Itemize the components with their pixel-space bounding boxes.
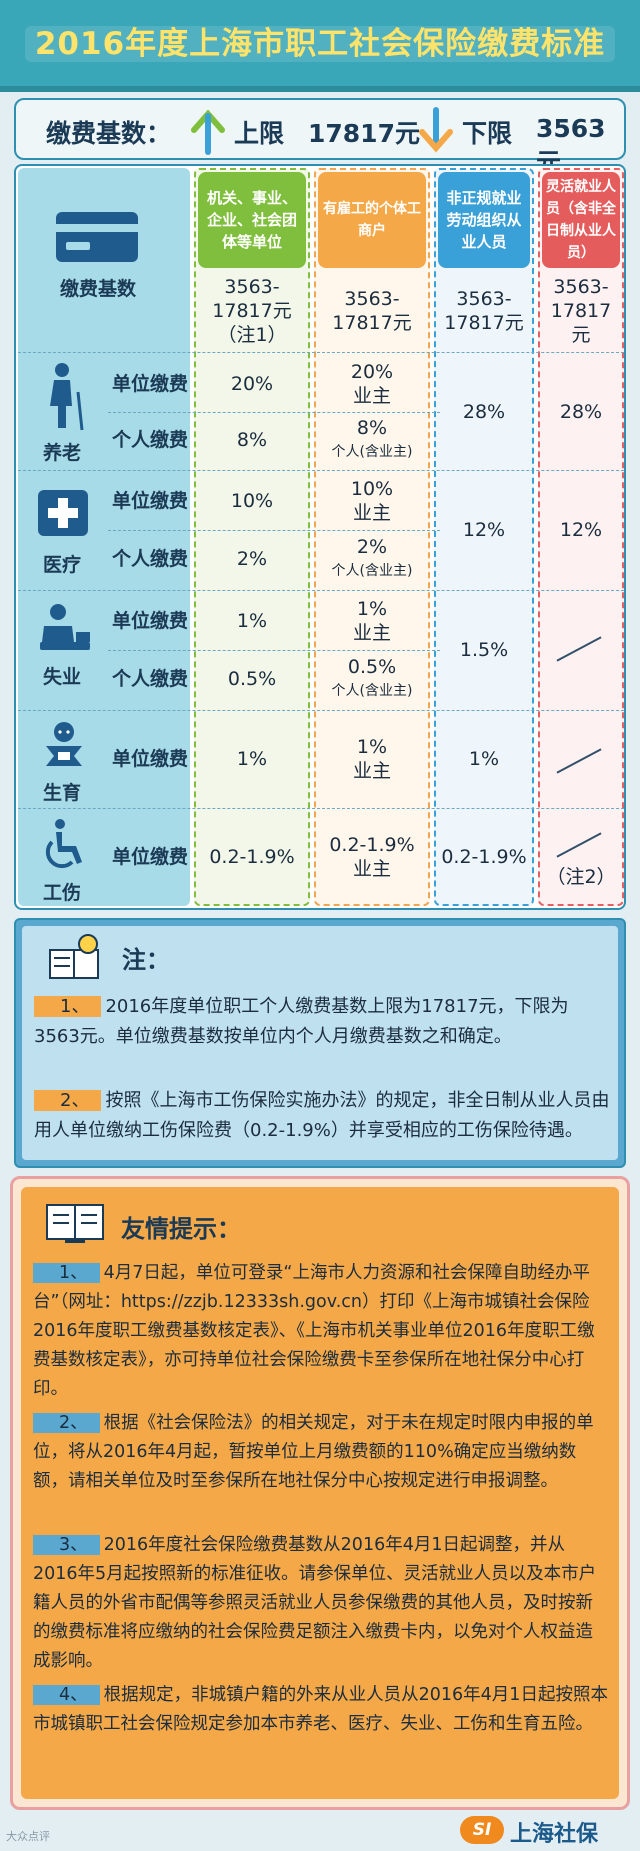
divider xyxy=(18,352,624,353)
divider xyxy=(18,808,624,809)
maternity-label: 生育 xyxy=(42,782,81,804)
unemployment-unit-label: 单位缴费 xyxy=(112,610,189,632)
unemployment-label: 失业 xyxy=(42,666,81,688)
column-informal xyxy=(434,168,534,906)
pension-informal: 28% xyxy=(462,401,506,423)
tip-item-1: 1、 4月7日起，单位可登录“上海市人力资源和社会保障自助经办平台”（网址：htt… xyxy=(33,1263,595,1399)
base-institutions: 3563-17817元（注1） xyxy=(212,276,292,346)
header-institutions: 机关、事业、企业、社会团体等单位 xyxy=(198,172,306,268)
base-self-employed: 3563-17817元 xyxy=(332,288,412,334)
tip-item-4: 4、 根据规定，非城镇户籍的外来从业人员从2016年4月1日起按照本市城镇职工社会… xyxy=(33,1685,608,1734)
si-logo-icon: SI xyxy=(460,1816,504,1844)
injury-unit-label: 单位缴费 xyxy=(112,846,189,868)
header-flexible: 灵活就业人员（含非全日制从业人员） xyxy=(542,172,620,268)
divider xyxy=(18,470,624,471)
pension-unit-label: 单位缴费 xyxy=(112,373,189,395)
maternity-unit-institutions: 1% xyxy=(236,748,268,770)
column-institutions xyxy=(194,168,310,906)
baby-icon xyxy=(46,722,82,766)
injury-label: 工伤 xyxy=(42,882,81,904)
divider xyxy=(18,710,624,711)
footer: 大众点评 SI 上海社保 xyxy=(0,1812,640,1851)
divider xyxy=(108,650,440,651)
injury-informal: 0.2-1.9% xyxy=(441,846,527,868)
upper-limit-value: 17817元 xyxy=(308,119,420,148)
base-label: 缴费基数： xyxy=(46,119,172,148)
pension-person-self-employed: 8% 个人(含业主) xyxy=(331,417,413,460)
medical-unit-self-employed: 10% 业主 xyxy=(350,478,394,524)
column-self-employed xyxy=(314,168,430,906)
title-banner: 2016年度上海市职工社会保险缴费标准 xyxy=(0,0,640,92)
tips-title: 友情提示： xyxy=(121,1215,241,1243)
injury-unit-institutions: 0.2-1.9% xyxy=(209,846,295,868)
rate-table: 机关、事业、企业、社会团体等单位 有雇工的个体工商户 非正规就业劳动组织从业人员… xyxy=(14,164,626,910)
maternity-unit-label: 单位缴费 xyxy=(112,748,189,770)
open-book-icon xyxy=(46,1204,104,1243)
notes-panel: 注： 1、 2016年度单位职工个人缴费基数上限为17817元，下限为3563元。… xyxy=(14,918,626,1168)
page-title: 2016年度上海市职工社会保险缴费标准 xyxy=(0,16,640,72)
unemployment-person-label: 个人缴费 xyxy=(112,668,189,690)
tip-item-3: 3、 2016年度社会保险缴费基数从2016年4月1日起调整，并从2016年5月起… xyxy=(33,1535,597,1671)
notes-title: 注： xyxy=(122,946,170,974)
elderly-person-icon xyxy=(50,363,84,431)
wheelchair-icon xyxy=(45,819,82,869)
medical-unit-label: 单位缴费 xyxy=(112,490,189,512)
bank-card-icon xyxy=(56,212,138,262)
header-self-employed: 有雇工的个体工商户 xyxy=(318,172,426,268)
medical-informal: 12% xyxy=(462,519,506,541)
unemployment-person-institutions: 0.5% xyxy=(227,668,277,690)
lightbulb-book-icon xyxy=(49,934,99,979)
upper-limit-label: 上限 xyxy=(234,119,285,148)
pension-person-label: 个人缴费 xyxy=(112,429,189,451)
injury-unit-self-employed: 0.2-1.9% 业主 xyxy=(329,834,415,880)
header-informal: 非正规就业劳动组织从业人员 xyxy=(438,172,530,268)
medical-flexible: 12% xyxy=(559,519,603,541)
medical-person-institutions: 2% xyxy=(236,548,268,570)
watermark: 大众点评 xyxy=(6,1830,50,1843)
lower-limit-value: 3563元 xyxy=(536,114,606,177)
pension-flexible: 28% xyxy=(559,401,603,423)
unemployed-person-icon xyxy=(40,604,90,650)
pension-unit-institutions: 20% xyxy=(230,373,274,395)
base-row-label: 缴费基数 xyxy=(59,278,136,300)
medical-unit-institutions: 10% xyxy=(230,490,274,512)
divider xyxy=(108,530,440,531)
medical-label: 医疗 xyxy=(42,554,81,576)
lower-limit-label: 下限 xyxy=(462,119,513,148)
arrow-up-icon xyxy=(191,109,225,155)
contribution-base-bar: 缴费基数： 上限 17817元 下限 3563元 xyxy=(14,98,626,177)
pension-unit-self-employed: 20% 业主 xyxy=(350,361,394,407)
base-informal: 3563-17817元 xyxy=(444,288,524,334)
note-item-2: 2、 按照《上海市工伤保险实施办法》的规定，非全日制从业人员由用人单位缴纳工伤保险… xyxy=(34,1090,610,1141)
unemployment-person-self-employed: 0.5% 个人(含业主) xyxy=(331,656,413,699)
medical-cross-icon xyxy=(38,490,88,536)
injury-flexible-note: （注2） xyxy=(546,866,616,888)
unemployment-unit-institutions: 1% xyxy=(236,610,268,632)
divider xyxy=(108,412,440,413)
medical-person-self-employed: 2% 个人(含业主) xyxy=(331,536,413,579)
brand-name: 上海社保 xyxy=(510,1822,599,1847)
maternity-informal: 1% xyxy=(468,748,500,770)
divider xyxy=(18,590,624,591)
column-flexible xyxy=(538,168,624,906)
tips-panel: 友情提示： 1、 4月7日起，单位可登录“上海市人力资源和社会保障自助经办平台”（… xyxy=(10,1176,630,1810)
tip-item-2: 2、 根据《社会保险法》的相关规定，对于未在规定时限内申报的单位，将从2016年4… xyxy=(33,1413,594,1491)
base-flexible: 3563-17817元 xyxy=(550,276,612,346)
note-item-1: 1、 2016年度单位职工个人缴费基数上限为17817元，下限为3563元。单位缴… xyxy=(34,996,569,1047)
pension-label: 养老 xyxy=(42,442,81,464)
row-header-column xyxy=(18,168,190,906)
pension-person-institutions: 8% xyxy=(236,429,268,451)
unemployment-informal: 1.5% xyxy=(459,639,509,661)
medical-person-label: 个人缴费 xyxy=(112,548,189,570)
unemployment-unit-self-employed: 1% 业主 xyxy=(352,598,391,644)
notes-inner: 注： 1、 2016年度单位职工个人缴费基数上限为17817元，下限为3563元。… xyxy=(22,926,618,1160)
maternity-unit-self-employed: 1% 业主 xyxy=(352,736,391,782)
arrow-down-icon xyxy=(419,107,453,153)
tips-inner: 友情提示： 1、 4月7日起，单位可登录“上海市人力资源和社会保障自助经办平台”（… xyxy=(21,1187,619,1799)
